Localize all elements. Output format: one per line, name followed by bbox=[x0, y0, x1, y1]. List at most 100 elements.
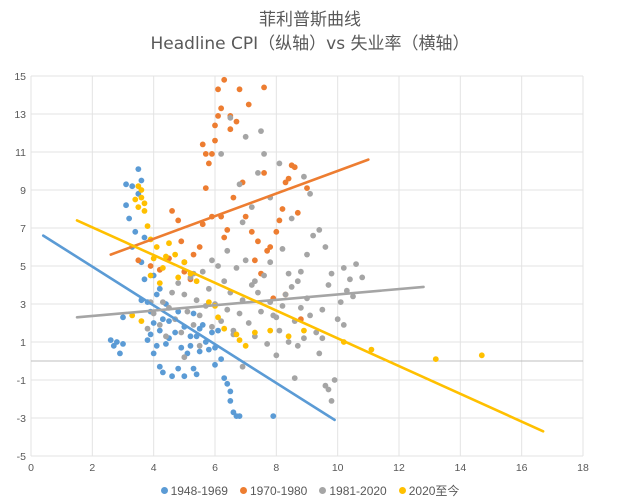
data-point-series-1 bbox=[147, 331, 154, 338]
data-point-series-1 bbox=[187, 333, 194, 340]
data-point-series-1 bbox=[141, 234, 148, 241]
data-point-series-1 bbox=[196, 348, 203, 355]
data-point-series-4 bbox=[156, 280, 163, 286]
data-point-series-3 bbox=[273, 352, 280, 359]
x-tick-label: 12 bbox=[393, 462, 405, 474]
data-point-series-2 bbox=[135, 257, 142, 264]
data-point-series-3 bbox=[276, 160, 283, 167]
data-point-series-3 bbox=[242, 257, 249, 264]
data-point-series-2 bbox=[279, 206, 286, 212]
data-point-series-2 bbox=[294, 209, 301, 216]
data-point-series-3 bbox=[255, 289, 261, 296]
data-point-series-2 bbox=[199, 141, 206, 148]
data-point-series-3 bbox=[337, 299, 344, 305]
data-point-series-4 bbox=[221, 325, 228, 332]
data-point-series-1 bbox=[156, 327, 163, 334]
data-point-series-4 bbox=[181, 259, 188, 266]
data-point-series-3 bbox=[181, 291, 188, 298]
trendlines bbox=[41, 158, 545, 433]
data-point-series-3 bbox=[242, 133, 249, 140]
data-point-series-3 bbox=[239, 219, 246, 226]
data-point-series-3 bbox=[205, 285, 212, 292]
data-point-series-4 bbox=[147, 272, 154, 279]
y-tick-label: -1 bbox=[17, 375, 26, 387]
data-point-series-4 bbox=[141, 200, 148, 207]
data-point-series-3 bbox=[248, 204, 255, 211]
data-point-series-3 bbox=[159, 299, 166, 305]
data-point-series-4 bbox=[251, 329, 258, 336]
x-tick-label: 2 bbox=[89, 462, 95, 474]
legend-label: 1948-1969 bbox=[170, 484, 228, 498]
data-point-series-4 bbox=[138, 194, 145, 201]
data-point-series-3 bbox=[285, 339, 292, 345]
data-point-series-1 bbox=[107, 337, 114, 343]
data-point-series-3 bbox=[258, 308, 264, 315]
data-point-series-3 bbox=[199, 268, 206, 275]
data-point-series-3 bbox=[304, 251, 310, 258]
data-point-series-3 bbox=[279, 246, 286, 252]
data-point-series-1 bbox=[120, 341, 126, 347]
data-point-series-1 bbox=[144, 337, 151, 343]
data-point-series-1 bbox=[212, 361, 218, 368]
data-point-series-4 bbox=[135, 204, 142, 211]
x-tick-label: 18 bbox=[577, 462, 589, 474]
y-tick-label: -5 bbox=[17, 451, 26, 463]
data-point-series-2 bbox=[175, 217, 182, 224]
data-point-series-1 bbox=[132, 228, 139, 235]
data-point-series-1 bbox=[209, 329, 215, 336]
data-point-series-4 bbox=[285, 333, 292, 340]
data-point-series-2 bbox=[230, 194, 237, 201]
data-point-series-3 bbox=[340, 265, 347, 271]
data-point-series-2 bbox=[261, 84, 267, 91]
y-tick-label: 15 bbox=[14, 71, 26, 83]
data-point-series-2 bbox=[248, 228, 255, 235]
data-point-series-1 bbox=[190, 310, 197, 317]
data-point-series-1 bbox=[120, 314, 126, 321]
data-point-series-4 bbox=[166, 240, 172, 247]
legend-marker bbox=[319, 487, 327, 494]
data-point-series-2 bbox=[236, 86, 243, 93]
data-point-series-2 bbox=[205, 160, 212, 167]
data-point-series-1 bbox=[227, 398, 234, 404]
x-tick-label: 8 bbox=[273, 462, 279, 474]
data-point-series-2 bbox=[251, 257, 258, 264]
data-point-series-3 bbox=[316, 350, 323, 357]
data-point-series-3 bbox=[178, 329, 185, 336]
data-point-series-3 bbox=[301, 335, 307, 342]
x-tick-label: 6 bbox=[212, 462, 218, 474]
data-point-series-4 bbox=[163, 253, 169, 260]
data-point-series-3 bbox=[347, 276, 353, 283]
data-point-series-3 bbox=[251, 278, 258, 285]
data-point-series-1 bbox=[153, 291, 160, 298]
data-point-series-2 bbox=[227, 126, 234, 133]
data-point-series-3 bbox=[285, 270, 292, 277]
trendline-series-3 bbox=[75, 285, 425, 319]
x-tick-label: 14 bbox=[454, 462, 466, 474]
data-point-series-3 bbox=[218, 151, 225, 157]
data-point-series-1 bbox=[159, 316, 166, 323]
data-point-series-2 bbox=[215, 113, 221, 119]
data-point-series-1 bbox=[181, 373, 188, 380]
data-point-series-1 bbox=[153, 342, 160, 349]
legend-marker bbox=[239, 487, 247, 494]
data-point-series-3 bbox=[239, 363, 246, 370]
data-point-series-1 bbox=[199, 322, 206, 328]
data-point-series-2 bbox=[202, 185, 209, 192]
data-point-series-3 bbox=[258, 128, 264, 135]
data-point-series-3 bbox=[209, 323, 215, 330]
data-point-series-1 bbox=[227, 388, 234, 395]
chart-subtitle: Headline CPI（纵轴）vs 失业率（横轴） bbox=[150, 34, 470, 54]
data-point-series-3 bbox=[181, 354, 188, 361]
data-point-series-1 bbox=[193, 371, 200, 378]
data-point-series-1 bbox=[126, 215, 133, 222]
data-point-series-2 bbox=[190, 251, 197, 258]
data-point-series-3 bbox=[319, 306, 326, 313]
data-point-series-3 bbox=[291, 375, 298, 381]
data-point-series-4 bbox=[193, 278, 200, 285]
data-point-series-1 bbox=[159, 369, 166, 376]
trendline-series-4 bbox=[75, 219, 545, 433]
legend: 1948-1969 1970-1980 1981-2020 2020至今 bbox=[0, 482, 620, 499]
data-point-series-3 bbox=[307, 312, 313, 319]
y-tick-label: -3 bbox=[17, 413, 26, 425]
